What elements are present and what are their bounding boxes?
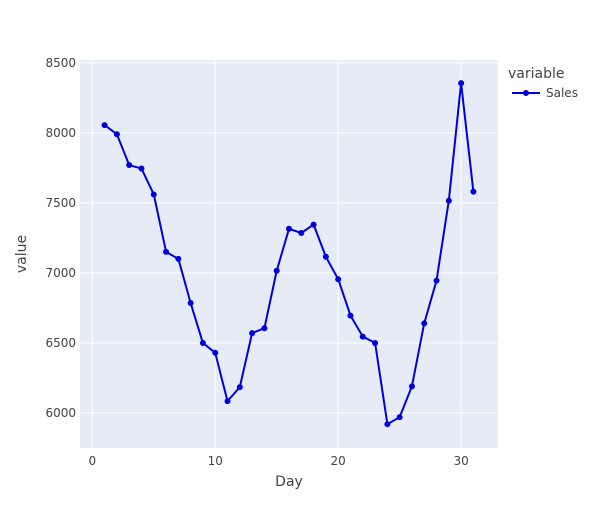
- data-point[interactable]: [310, 221, 317, 228]
- data-point[interactable]: [273, 267, 280, 274]
- data-point[interactable]: [347, 312, 354, 319]
- data-point[interactable]: [335, 276, 342, 283]
- data-point[interactable]: [421, 320, 428, 327]
- y-tick-label: 7500: [45, 196, 76, 210]
- data-point[interactable]: [175, 255, 182, 262]
- data-point[interactable]: [322, 253, 329, 260]
- data-point[interactable]: [359, 333, 366, 340]
- data-point[interactable]: [261, 325, 268, 332]
- y-tick-label: 7000: [45, 266, 76, 280]
- data-point[interactable]: [458, 80, 465, 87]
- data-point[interactable]: [470, 188, 477, 195]
- data-point[interactable]: [408, 383, 415, 390]
- grid-lines: [80, 60, 498, 448]
- data-point[interactable]: [372, 339, 379, 346]
- data-point[interactable]: [113, 131, 120, 138]
- legend-marker-icon: [523, 90, 529, 96]
- plot-background: [80, 60, 498, 448]
- x-axis-title: Day: [275, 474, 303, 490]
- y-tick-label: 6000: [45, 406, 76, 420]
- legend-title: variable: [508, 66, 564, 82]
- data-point[interactable]: [199, 339, 206, 346]
- data-point[interactable]: [150, 191, 157, 198]
- data-point[interactable]: [249, 330, 256, 337]
- y-tick-label: 8500: [45, 56, 76, 70]
- series-points-sales: [101, 80, 477, 428]
- data-point[interactable]: [138, 165, 145, 172]
- data-point[interactable]: [298, 229, 305, 236]
- legend[interactable]: variable Sales: [508, 66, 578, 100]
- y-axis-ticks: 6000 6500 7000 7500 8000 8500: [45, 56, 76, 420]
- data-point[interactable]: [163, 248, 170, 255]
- data-point[interactable]: [126, 162, 133, 169]
- data-point[interactable]: [445, 197, 452, 204]
- y-tick-label: 8000: [45, 126, 76, 140]
- y-axis-title: value: [14, 235, 30, 273]
- data-point[interactable]: [236, 384, 243, 391]
- data-point[interactable]: [433, 277, 440, 284]
- data-point[interactable]: [384, 421, 391, 428]
- data-point[interactable]: [224, 398, 231, 405]
- x-tick-label: 0: [88, 454, 96, 468]
- data-point[interactable]: [396, 414, 403, 421]
- x-tick-label: 20: [331, 454, 346, 468]
- y-tick-label: 6500: [45, 336, 76, 350]
- x-tick-label: 10: [208, 454, 223, 468]
- legend-item-sales[interactable]: Sales: [546, 86, 578, 100]
- data-point[interactable]: [187, 300, 194, 307]
- x-axis-ticks: 0 10 20 30: [88, 454, 468, 468]
- data-point[interactable]: [212, 349, 219, 356]
- data-point[interactable]: [286, 225, 292, 232]
- data-point[interactable]: [101, 122, 108, 129]
- x-tick-label: 30: [453, 454, 468, 468]
